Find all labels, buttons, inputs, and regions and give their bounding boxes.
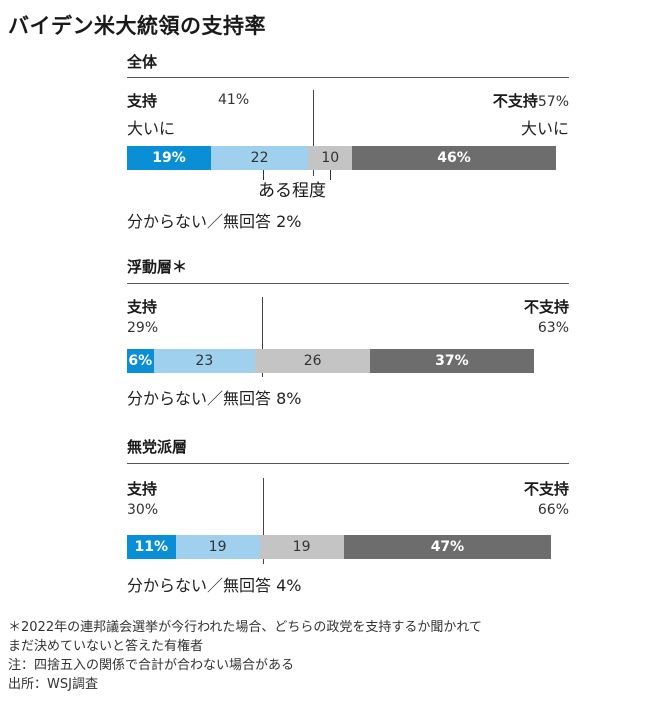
segment-value-label: 22 — [250, 150, 269, 166]
segment-value-label: 46% — [437, 150, 471, 166]
segment-value-label: 37% — [435, 353, 469, 369]
midline-divider — [263, 478, 264, 564]
section-rule — [127, 283, 569, 284]
support-label: 支持 — [127, 298, 158, 316]
oppose-total: 57% — [537, 94, 569, 110]
strong-support-segment: 19% — [127, 146, 211, 170]
somewhat-leader-right — [330, 170, 331, 180]
strong-oppose-segment: 37% — [370, 349, 534, 373]
section-rule — [127, 77, 569, 78]
segment-value-label: 10 — [321, 150, 340, 166]
some-support-segment: 23 — [153, 349, 256, 373]
some-oppose-segment: 19 — [259, 535, 344, 559]
section-title-independent: 無党派層 — [127, 438, 188, 456]
some-oppose-segment: 26 — [255, 349, 371, 373]
stacked-bar-swing: 6% 23 26 37% — [127, 349, 569, 373]
support-label: 支持 — [127, 480, 158, 498]
oppose-label: 不支持 — [492, 92, 538, 110]
section-rule — [127, 463, 569, 464]
footnote-line: 出所：WSJ調査 — [8, 677, 98, 692]
chart-title: バイデン米大統領の支持率 — [8, 14, 266, 38]
unknown-label: 分からない／無回答 — [127, 212, 272, 231]
support-total: 41% — [218, 92, 250, 108]
segment-value-label: 6% — [128, 353, 153, 369]
some-oppose-segment: 10 — [308, 146, 353, 170]
midline-divider — [313, 90, 314, 176]
strong-oppose-segment: 46% — [352, 146, 556, 170]
footnote-line: ＊2022年の連邦議会選挙が今行われた場合、どちらの政党を支持するか聞かれて — [8, 620, 483, 635]
section-title-overall: 全体 — [127, 53, 158, 71]
unknown-value: 2% — [276, 212, 302, 231]
segment-value-label: 19 — [208, 539, 227, 555]
unknown-text-overall: 分からない／無回答 2% — [127, 208, 302, 232]
segment-value-label: 19 — [292, 539, 311, 555]
some-support-segment: 22 — [210, 146, 309, 170]
strong-oppose-label: 大いに — [520, 119, 569, 138]
strong-support-segment: 6% — [127, 349, 154, 373]
segment-value-label: 47% — [430, 539, 465, 555]
strong-support-label: 大いに — [127, 119, 176, 138]
oppose-total: 66% — [537, 502, 569, 518]
oppose-total: 63% — [537, 320, 569, 336]
footnotes: ＊2022年の連邦議会選挙が今行われた場合、どちらの政党を支持するか聞かれて ま… — [8, 618, 482, 694]
oppose-label: 不支持 — [523, 480, 569, 498]
stacked-bar-overall: 19% 22 10 46% — [127, 146, 569, 170]
segment-value-label: 11% — [134, 539, 169, 555]
strong-oppose-segment: 47% — [343, 535, 552, 559]
oppose-label: 不支持 — [523, 298, 569, 316]
unknown-value: 8% — [276, 389, 302, 408]
footnote-line: 注：四捨五入の関係で合計が合わない場合がある — [8, 658, 295, 673]
somewhat-label: ある程度 — [258, 181, 326, 201]
section-title-swing: 浮動層＊ — [127, 258, 188, 276]
unknown-label: 分からない／無回答 — [127, 576, 272, 595]
somewhat-leader-left — [263, 170, 264, 180]
oppose-header: 不支持57% — [493, 90, 569, 111]
some-support-segment: 19 — [175, 535, 260, 559]
support-label: 支持 — [127, 92, 158, 110]
segment-value-label: 19% — [152, 150, 186, 166]
support-total: 30% — [127, 502, 159, 518]
unknown-text-swing: 分からない／無回答 8% — [127, 385, 302, 409]
strong-support-segment: 11% — [127, 535, 176, 559]
segment-value-label: 23 — [195, 353, 214, 369]
support-total: 29% — [127, 320, 159, 336]
unknown-label: 分からない／無回答 — [127, 389, 272, 408]
unknown-value: 4% — [276, 576, 302, 595]
unknown-text-independent: 分からない／無回答 4% — [127, 572, 302, 596]
segment-value-label: 26 — [303, 353, 322, 369]
footnote-line: まだ決めていないと答えた有権者 — [8, 639, 204, 654]
midline-divider — [262, 297, 263, 377]
stacked-bar-independent: 11% 19 19 47% — [127, 535, 569, 559]
